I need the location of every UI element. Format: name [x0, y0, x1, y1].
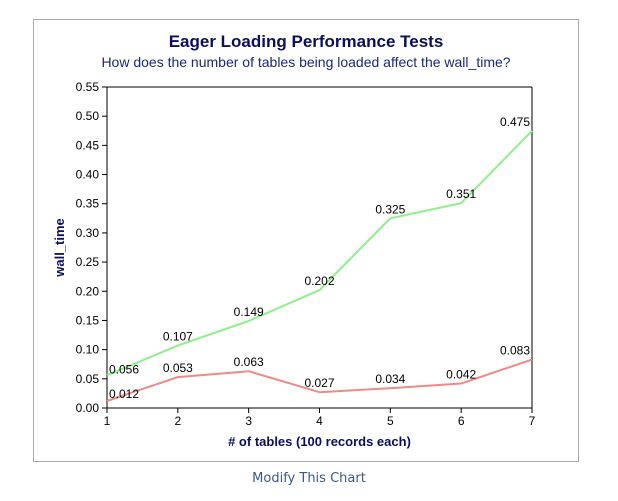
y-tick-label: 0.25	[76, 255, 100, 269]
data-label: 0.053	[163, 361, 193, 375]
y-tick-label: 0.50	[76, 109, 100, 123]
data-label: 0.012	[109, 387, 139, 401]
data-label: 0.149	[234, 305, 264, 319]
x-tick-label: 1	[104, 414, 111, 428]
data-label: 0.202	[304, 274, 334, 288]
data-label: 0.063	[234, 355, 264, 369]
x-axis-label: # of tables (100 records each)	[228, 434, 411, 449]
data-label: 0.475	[500, 115, 530, 129]
x-ticks: 1 2 3 4 5 6 7	[104, 408, 536, 428]
x-tick-label: 7	[529, 414, 536, 428]
series	[106, 130, 533, 402]
y-tick-label: 0.15	[76, 313, 100, 327]
y-tick-label: 0.45	[76, 138, 100, 152]
x-tick-label: 4	[316, 414, 323, 428]
line-chart: 0.00 0.05 0.10 0.15 0.20 0.25 0.30 0.35 0.40 0.45…	[52, 80, 536, 449]
data-label: 0.107	[163, 330, 193, 344]
y-tick-label: 0.10	[76, 343, 100, 357]
chart-frame: Eager Loading Performance Tests How does…	[33, 19, 579, 462]
y-tick-label: 0.30	[76, 226, 100, 240]
y-tick-label: 0.00	[76, 401, 100, 415]
data-label: 0.042	[446, 367, 476, 381]
y-tick-label: 0.55	[76, 80, 100, 94]
data-label: 0.351	[446, 187, 476, 201]
y-ticks: 0.00 0.05 0.10 0.15 0.20 0.25 0.30 0.35 0.40 0.45…	[76, 80, 107, 415]
x-tick-label: 2	[174, 414, 181, 428]
series-line-0	[106, 130, 533, 377]
y-tick-label: 0.40	[76, 168, 100, 182]
chart-title: Eager Loading Performance Tests	[168, 32, 444, 51]
modify-chart-link[interactable]: Modify This Chart	[252, 471, 366, 486]
series-line-1	[106, 358, 533, 402]
axes	[106, 86, 533, 409]
y-tick-label: 0.35	[76, 197, 100, 211]
data-label: 0.083	[500, 344, 530, 358]
data-labels: 0.056 0.107 0.149 0.202 0.325 0.351 0.475 0.012…	[109, 115, 530, 401]
data-label: 0.325	[375, 202, 405, 216]
x-tick-label: 3	[245, 414, 252, 428]
data-label: 0.056	[109, 362, 139, 376]
chart-subtitle: How does the number of tables being load…	[101, 54, 511, 70]
y-axis-label: wall_time	[52, 218, 67, 278]
y-tick-label: 0.05	[76, 372, 100, 386]
x-tick-label: 6	[458, 414, 465, 428]
data-label: 0.027	[304, 376, 334, 390]
data-label: 0.034	[375, 372, 405, 386]
x-tick-label: 5	[387, 414, 394, 428]
y-tick-label: 0.20	[76, 284, 100, 298]
